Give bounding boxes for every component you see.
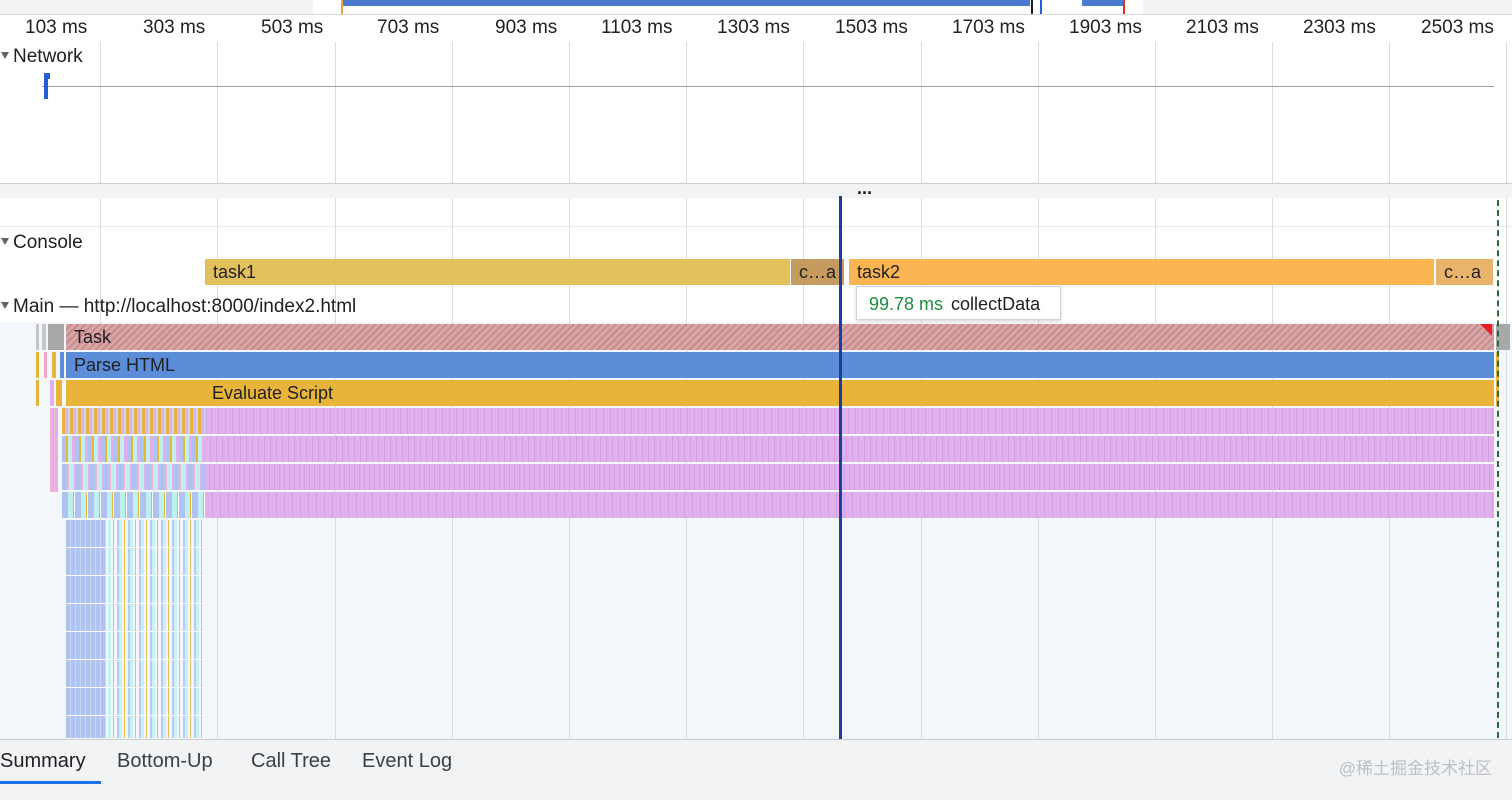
console-timer-task1[interactable]: task1 — [205, 259, 790, 285]
ruler-tick: 303 ms — [143, 17, 206, 38]
time-ruler: 103 ms 303 ms 503 ms 703 ms 903 ms 1103 … — [0, 14, 1512, 42]
ruler-tick: 1903 ms — [1069, 17, 1142, 38]
console-timer-task2[interactable]: task2 — [849, 259, 1434, 285]
ruler-tick: 103 ms — [25, 17, 88, 38]
tab-event-log[interactable]: Event Log — [362, 750, 453, 772]
overview-strip[interactable] — [0, 0, 1512, 15]
ruler-tick: 2303 ms — [1303, 17, 1376, 38]
tab-bottom-up[interactable]: Bottom-Up — [117, 750, 213, 772]
function-call-row[interactable] — [205, 408, 1494, 434]
function-call-row[interactable] — [205, 464, 1494, 490]
console-timer-collectdata[interactable]: c…a — [1436, 259, 1493, 285]
tooltip-duration: 99.78 ms — [869, 294, 944, 314]
watermark: @稀土掘金技术社区 — [1338, 759, 1492, 778]
tab-call-tree[interactable]: Call Tree — [251, 750, 332, 772]
track-splitter[interactable]: ... — [0, 178, 1512, 199]
ruler-tick: 2103 ms — [1186, 17, 1259, 38]
tooltip-event-name: collectData — [951, 294, 1041, 314]
ruler-tick: 1503 ms — [835, 17, 908, 38]
ruler-tick: 1103 ms — [601, 17, 673, 38]
ruler-tick: 2503 ms — [1421, 17, 1494, 38]
load-event-marker — [1497, 200, 1499, 738]
tab-summary[interactable]: Summary — [0, 750, 86, 772]
console-track-header[interactable]: Console — [0, 232, 83, 254]
long-task-warning-icon — [1480, 324, 1492, 336]
flame-chart[interactable]: Console task1 c…a task2 c…a Main — http:… — [0, 198, 1512, 739]
network-request-flag-icon — [44, 73, 50, 79]
function-call-row[interactable] — [205, 436, 1494, 462]
network-timeline-line — [42, 86, 1494, 87]
network-track: Network — [0, 42, 1512, 184]
console-timer-collectdata[interactable]: c…a — [791, 259, 844, 285]
function-call-row[interactable] — [205, 492, 1494, 518]
more-icon[interactable]: ... — [857, 178, 873, 198]
expand-triangle-icon[interactable] — [1, 52, 9, 60]
event-tooltip: 99.78 ms collectData — [856, 286, 1062, 320]
main-track-label: Main — http://localhost:8000/index2.html — [13, 296, 357, 317]
expand-triangle-icon[interactable] — [1, 302, 9, 310]
evaluate-script-bar[interactable]: Evaluate Script — [66, 380, 1494, 406]
ruler-tick: 903 ms — [495, 17, 558, 38]
console-track-label: Console — [13, 232, 83, 253]
network-request-marker[interactable] — [44, 73, 48, 99]
network-track-label: Network — [13, 46, 83, 67]
expand-triangle-icon[interactable] — [1, 238, 9, 246]
details-tab-bar: Summary Bottom-Up Call Tree Event Log @稀… — [0, 739, 1512, 800]
ruler-tick: 703 ms — [377, 17, 440, 38]
ruler-tick: 1703 ms — [952, 17, 1025, 38]
main-task-bar[interactable]: Task — [66, 324, 1494, 350]
ruler-tick: 503 ms — [261, 17, 324, 38]
timeline-cursor[interactable] — [839, 196, 842, 739]
active-tab-indicator — [0, 781, 101, 784]
parse-html-bar[interactable]: Parse HTML — [66, 352, 1494, 378]
ruler-tick: 1303 ms — [717, 17, 790, 38]
network-track-header[interactable]: Network — [0, 46, 83, 68]
main-track-header[interactable]: Main — http://localhost:8000/index2.html — [0, 296, 356, 318]
